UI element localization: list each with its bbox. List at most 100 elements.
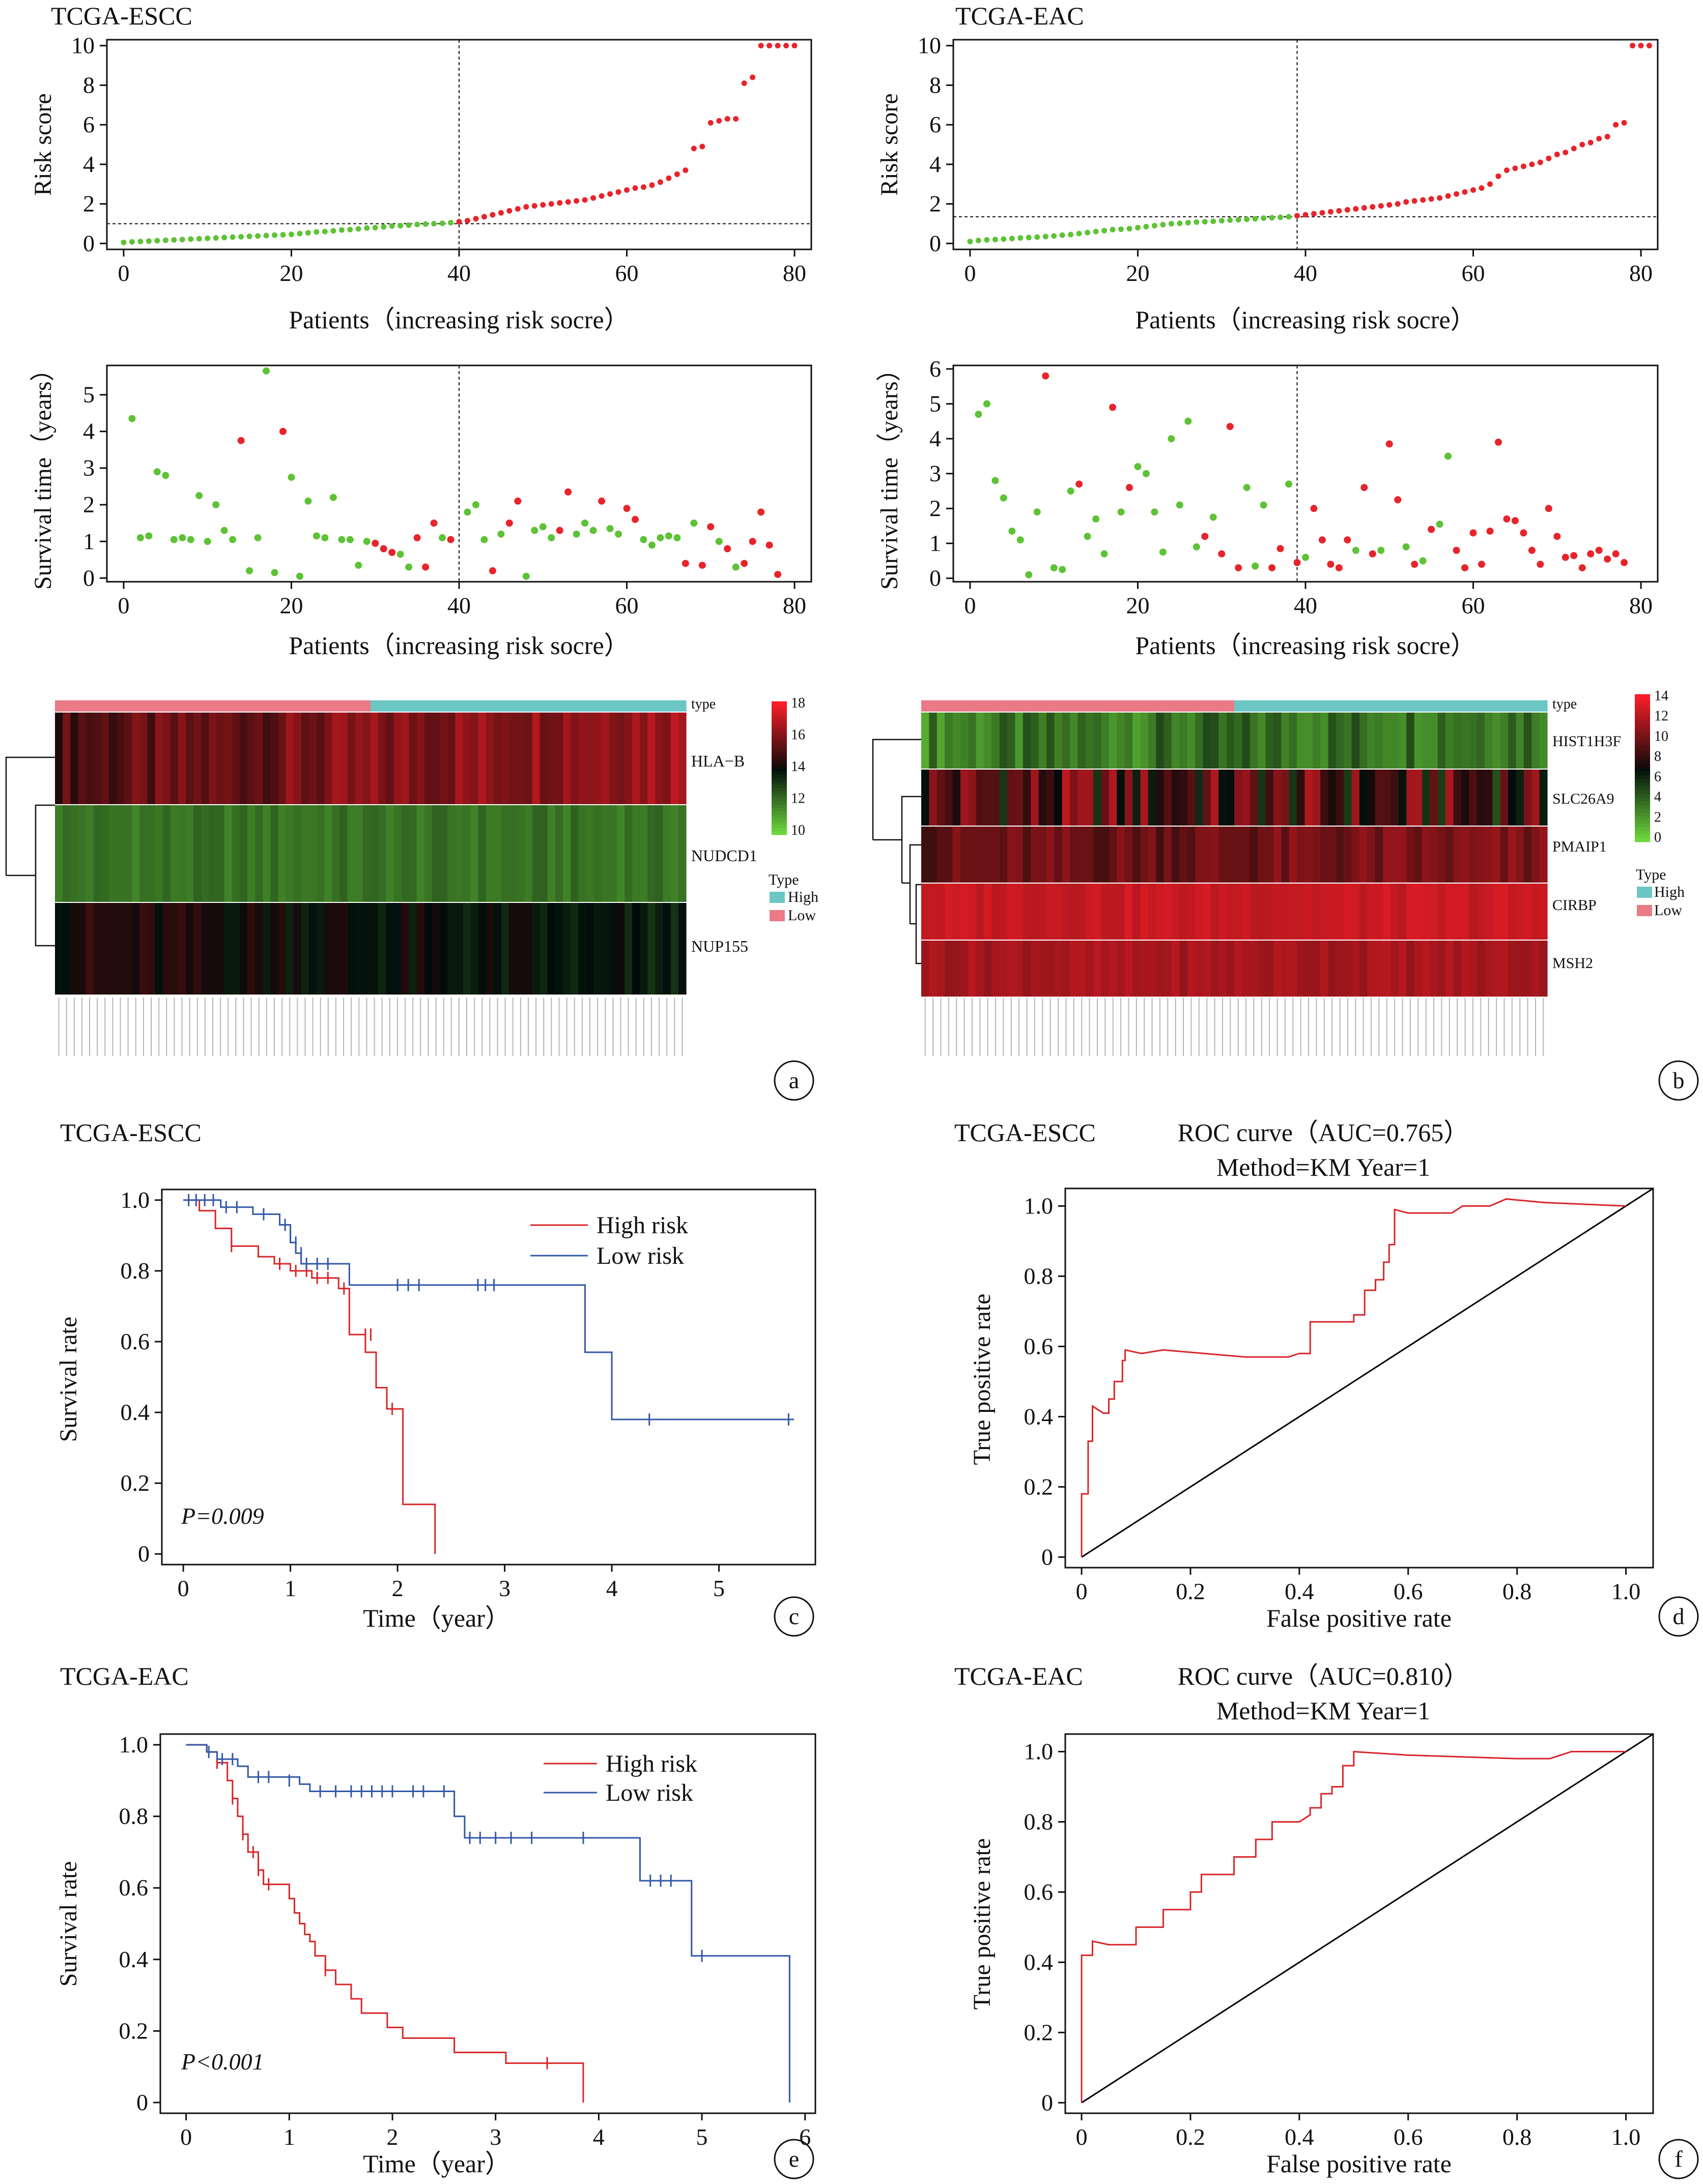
heatmap-cell [270, 713, 279, 804]
row-dendrogram [872, 739, 921, 965]
survival-point [1042, 372, 1049, 380]
survival-point [1537, 560, 1544, 568]
risk-point [540, 202, 546, 208]
risk-point [406, 222, 412, 228]
survival-point [665, 532, 672, 540]
color-scale-step [1635, 739, 1650, 743]
heatmap-cell [1195, 713, 1204, 769]
heatmap-cell [1258, 941, 1266, 997]
heatmap-cell [1445, 713, 1454, 769]
survival-point [983, 400, 990, 408]
type-bar-cell [1398, 700, 1407, 712]
y-tick-label: 0.6 [1024, 1879, 1054, 1905]
color-scale-step [772, 745, 787, 749]
panel-b-survival-plot: 0 20 40 60 80 0 1 2 3 4 5 6 Survival time（years） P… [876, 356, 1659, 660]
type-bar-cell [193, 700, 202, 712]
survival-point [329, 494, 337, 501]
risk-point [716, 118, 722, 124]
survival-point [724, 545, 731, 553]
heatmap-cell [952, 770, 961, 826]
heatmap-cell [1109, 827, 1117, 883]
heatmap-cell [929, 827, 938, 883]
color-scale-step [1635, 786, 1650, 791]
heatmap-cell [1117, 770, 1125, 826]
heatmap-cell [501, 903, 509, 995]
heatmap-cell [409, 713, 417, 804]
heatmap-cell [301, 805, 309, 902]
heatmap-cell [1320, 884, 1329, 940]
survival-point [338, 536, 346, 544]
risk-point [1294, 213, 1300, 219]
risk-point [347, 226, 353, 233]
heatmap-cell [1163, 884, 1172, 940]
risk-point [574, 198, 580, 204]
x-axis-ticks: 0 0.2 0.4 0.6 0.8 1.0 [1076, 1568, 1640, 1604]
type-bar-cell [586, 700, 594, 712]
heatmap-cell [632, 903, 640, 995]
heatmap-cell [1187, 827, 1196, 883]
plot-frame [159, 1733, 816, 2114]
heatmap-cell [991, 827, 1000, 883]
heatmap-cell [1038, 770, 1047, 826]
y-tick-label: 0.6 [121, 1328, 150, 1354]
heatmap-cell [1015, 941, 1024, 997]
survival-point [1285, 480, 1293, 488]
x-tick-label: 0.8 [1502, 1578, 1532, 1604]
color-scale-step [772, 821, 787, 825]
heatmap-cell [1258, 884, 1266, 940]
type-bar-cell [362, 700, 371, 712]
risk-point [707, 120, 714, 126]
panel-d-letter: d [1673, 1603, 1685, 1629]
heatmap-cell [578, 805, 587, 902]
heatmap-cell [1289, 827, 1297, 883]
heatmap-cell [1297, 941, 1305, 997]
heatmap-cell [247, 903, 256, 995]
type-bar-cell [678, 700, 687, 712]
type-bar [55, 700, 687, 712]
type-bar-cell [647, 700, 656, 712]
heatmap-cell [147, 805, 156, 902]
color-scale-step [1635, 772, 1650, 776]
heatmap-cell [124, 713, 132, 804]
heatmap-cell [63, 805, 71, 902]
heatmap-cell [1093, 713, 1102, 769]
survival-point [556, 527, 563, 534]
risk-point [1151, 222, 1157, 229]
survival-point [1151, 508, 1158, 516]
heatmap-cell [1398, 941, 1407, 997]
risk-point [1026, 235, 1032, 241]
type-bar-cell [317, 700, 325, 712]
heatmap-cell [1406, 770, 1415, 826]
heatmap-cell [1390, 770, 1399, 826]
heatmap-cell [170, 903, 179, 995]
type-bar-cell [55, 700, 63, 712]
heatmap-cell [1304, 884, 1313, 940]
heatmap-cell [936, 713, 945, 769]
type-bar-cell [593, 700, 602, 712]
x-tick-label: 40 [447, 592, 471, 618]
heatmap-cell [1203, 713, 1211, 769]
heatmap-cell [601, 713, 610, 804]
type-bar-cell [486, 700, 494, 712]
heatmap-cell [1234, 827, 1242, 883]
heatmap-cell [571, 903, 579, 995]
heatmap-cell [393, 903, 402, 995]
heatmap-cell [999, 941, 1008, 997]
panel-a-title: TCGA-ESCC [51, 2, 192, 30]
risk-point [1563, 150, 1569, 156]
survival-point [1008, 527, 1016, 535]
heatmap-cell [1226, 941, 1235, 997]
heatmap-cell [1516, 884, 1524, 940]
color-scale-step [772, 811, 787, 815]
heatmap-cell [1453, 770, 1462, 826]
type-bar-cell [1062, 700, 1070, 712]
type-bar-cell [124, 700, 132, 712]
risk-point [1462, 189, 1468, 195]
color-scale-step [1635, 808, 1650, 813]
heatmap-cell [984, 884, 992, 940]
risk-point [1185, 220, 1191, 226]
survival-point [1595, 547, 1603, 554]
survival-point [472, 501, 479, 508]
survival-point [1084, 532, 1091, 540]
type-bar-cell [108, 700, 117, 712]
